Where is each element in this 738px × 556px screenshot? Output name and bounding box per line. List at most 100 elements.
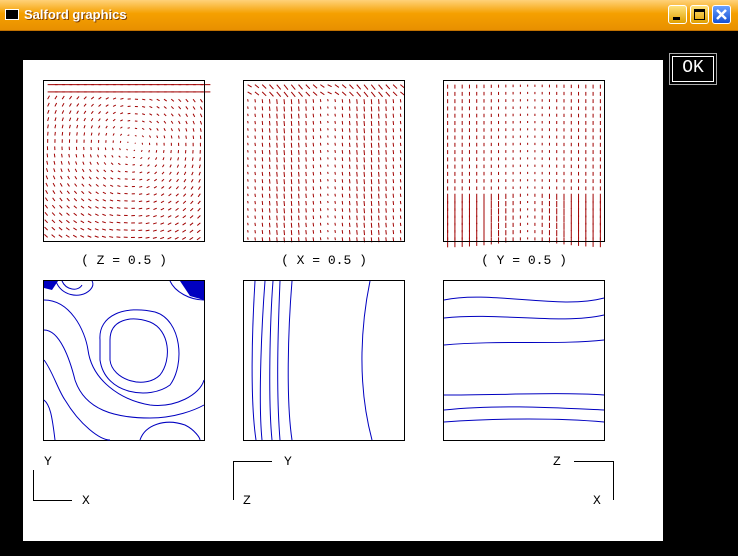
- close-button[interactable]: [712, 5, 731, 24]
- vector-arrow: [90, 110, 94, 115]
- vector-arrow: [254, 106, 256, 110]
- vector-arrow: [61, 153, 63, 158]
- vector-arrow: [117, 162, 121, 166]
- maximize-button[interactable]: [690, 5, 709, 24]
- vector-arrow: [298, 120, 300, 126]
- vector-arrow: [102, 184, 107, 187]
- vector-arrow: [190, 200, 194, 205]
- vector-arrow: [145, 222, 150, 225]
- vector-arrow: [110, 162, 114, 165]
- vector-arrow: [87, 227, 92, 231]
- vector-arrow: [385, 84, 391, 90]
- vector-arrow: [76, 103, 80, 107]
- vector-arrow: [305, 99, 307, 104]
- vector-arrow: [168, 186, 172, 190]
- vector-arrow: [312, 171, 315, 176]
- vector-arrow: [327, 179, 329, 182]
- vector-arrow: [305, 171, 307, 177]
- vector-arrow: [46, 160, 49, 165]
- vector-arrow: [268, 113, 271, 119]
- vector-arrow: [276, 200, 278, 206]
- vector-arrow: [283, 113, 285, 119]
- vector-arrow: [68, 117, 72, 122]
- vector-arrow: [290, 113, 293, 119]
- vector-arrow: [110, 169, 114, 173]
- vector-arrow: [334, 164, 336, 168]
- vector-arrow: [290, 106, 293, 112]
- vector-arrow: [399, 120, 402, 125]
- vector-arrow: [47, 117, 50, 122]
- vector-arrow: [298, 157, 300, 163]
- vector-arrow: [305, 193, 307, 198]
- vector-arrow: [348, 193, 351, 198]
- vector-arrow: [356, 179, 358, 184]
- vector-arrow: [88, 176, 92, 180]
- vector-arrow: [138, 200, 143, 203]
- vector-arrow: [198, 164, 201, 169]
- minimize-button[interactable]: [668, 5, 687, 24]
- vector-arrow: [378, 135, 380, 141]
- vector-arrow: [392, 193, 395, 198]
- vector-arrow: [83, 117, 86, 122]
- vector-arrow: [334, 91, 340, 96]
- vector-arrow: [283, 230, 285, 236]
- vector-arrow: [168, 178, 172, 182]
- vector-arrow: [112, 104, 117, 107]
- vector-arrow: [192, 128, 195, 132]
- vector-arrow: [341, 222, 344, 227]
- section-label: ( Z = 0.5 ): [81, 253, 167, 268]
- vector-arrow: [327, 113, 329, 116]
- vector-arrow: [98, 125, 101, 129]
- vector-arrow: [363, 208, 365, 214]
- vector-arrow: [59, 205, 63, 209]
- vector-arrow: [341, 186, 344, 191]
- vector-arrow: [399, 142, 402, 147]
- vector-arrow: [178, 135, 180, 139]
- vector-arrow: [142, 105, 146, 108]
- vector-arrow: [341, 99, 344, 103]
- vector-arrow: [348, 142, 351, 148]
- vector-arrow: [156, 106, 160, 109]
- vector-arrow: [76, 124, 79, 129]
- vector-arrow: [58, 234, 63, 238]
- vector-arrow: [327, 237, 329, 240]
- vector-arrow: [153, 178, 158, 182]
- vector-arrow: [312, 222, 315, 227]
- vector-arrow: [168, 193, 172, 197]
- vector-arrow: [283, 157, 285, 163]
- vector-arrow: [247, 193, 249, 197]
- vector-arrow: [312, 113, 315, 118]
- vector-arrow: [156, 120, 160, 124]
- vector-arrow: [298, 106, 300, 112]
- vector-arrow: [149, 135, 152, 138]
- vector-arrow: [120, 119, 123, 122]
- vector-arrow: [109, 228, 114, 231]
- vector-arrow: [153, 215, 157, 218]
- vector-arrow: [348, 222, 351, 228]
- vector-arrow: [88, 191, 92, 195]
- vector-arrow: [261, 186, 264, 191]
- vector-arrow: [378, 171, 380, 177]
- vector-arrow: [190, 178, 194, 183]
- ok-button[interactable]: OK: [669, 53, 717, 85]
- vector-arrow: [160, 229, 165, 232]
- vector-arrow: [59, 190, 63, 195]
- vector-arrow: [378, 215, 380, 221]
- vector-arrow: [305, 186, 307, 191]
- vector-arrow: [175, 186, 179, 190]
- vector-arrow: [312, 106, 315, 111]
- vector-arrow: [76, 117, 79, 122]
- vector-arrow: [298, 142, 300, 148]
- vector-arrow: [283, 171, 285, 177]
- vector-arrow: [105, 118, 109, 122]
- vector-arrow: [348, 99, 351, 104]
- vector-arrow: [117, 177, 121, 180]
- vector-arrow: [98, 111, 102, 115]
- vector-arrow: [141, 127, 145, 130]
- vector-arrow: [254, 230, 256, 234]
- vector-arrow: [247, 229, 249, 233]
- vector-arrow: [312, 237, 315, 242]
- vector-arrow: [89, 168, 92, 173]
- vector-arrow: [298, 208, 300, 213]
